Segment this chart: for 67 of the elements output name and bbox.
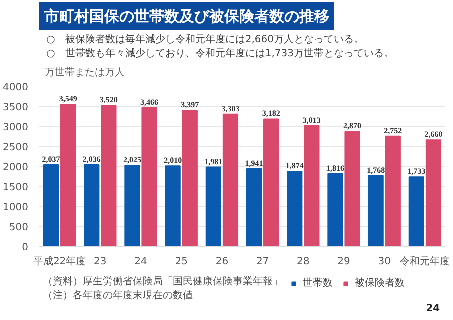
bar xyxy=(206,166,222,246)
data-label: 3,466 xyxy=(140,98,159,107)
legend-label: 世帯数 xyxy=(303,276,333,290)
x-tick-label: 平成22年度 xyxy=(33,256,86,268)
bar xyxy=(304,125,320,246)
y-tick-label: 4000 xyxy=(3,82,29,94)
bar xyxy=(101,105,117,246)
x-tick-label: 30 xyxy=(378,256,391,268)
bar xyxy=(60,104,76,246)
data-label: 2,660 xyxy=(424,130,443,140)
bar xyxy=(287,171,303,246)
x-tick-label: 令和元年度 xyxy=(400,256,450,268)
chart-subtitle: ○ 被保険者数は毎年減少し令和元年度には2,660万人となっている。 ○ 世帯数も年々減少しており、令和元年度には1,733万世帯となっている。 xyxy=(46,34,394,60)
data-label: 1,941 xyxy=(245,158,264,168)
data-label: 2,752 xyxy=(384,126,402,136)
chart-title: 市町村国保の世帯数及び被保険者数の推移 xyxy=(44,8,330,26)
bar xyxy=(246,168,262,246)
data-label: 1,874 xyxy=(286,162,304,171)
data-label: 2,036 xyxy=(82,155,101,164)
x-tick-label: 26 xyxy=(216,256,229,268)
y-tick-label: 1500 xyxy=(3,182,29,194)
bar xyxy=(426,140,442,246)
data-label: 2,010 xyxy=(164,156,182,166)
y-tick-label: 2500 xyxy=(3,142,29,154)
y-tick-label: 500 xyxy=(9,222,29,234)
y-tick-label: 2000 xyxy=(3,162,29,174)
data-label: 2,870 xyxy=(344,122,362,131)
bar xyxy=(344,131,360,246)
y-tick-label: 0 xyxy=(22,242,29,254)
data-label: 1,816 xyxy=(326,164,344,173)
bar xyxy=(43,164,60,246)
data-label: 1,768 xyxy=(367,166,386,175)
text: （資料）厚生労働省保険局「国民健康保険事業年報」 xyxy=(43,276,284,288)
data-label: 2,025 xyxy=(123,156,142,164)
data-label: 1,981 xyxy=(204,157,223,166)
x-tick-label: 23 xyxy=(94,256,107,268)
bar xyxy=(368,175,384,246)
text: （注）各年度の年度末現在の数値 xyxy=(43,290,194,302)
bar xyxy=(84,164,100,246)
bar xyxy=(408,176,424,246)
data-label: 3,013 xyxy=(302,116,321,125)
data-label: 3,397 xyxy=(181,100,200,110)
bar xyxy=(385,136,401,246)
legend-label: 被保険者数 xyxy=(355,276,405,290)
text: 24 xyxy=(426,304,440,314)
bar xyxy=(328,173,344,246)
bar xyxy=(142,107,158,246)
bar xyxy=(222,114,239,246)
x-tick-label: 27 xyxy=(256,256,270,268)
bar xyxy=(124,165,140,246)
y-axis-title: 万世帯または万人 xyxy=(44,66,125,78)
y-tick-label: 1000 xyxy=(3,202,29,214)
data-label: 1,733 xyxy=(408,167,426,176)
bar xyxy=(264,118,280,246)
data-label: 2,037 xyxy=(42,155,60,164)
y-tick-label: 3500 xyxy=(3,102,29,114)
x-tick-label: 25 xyxy=(175,256,188,268)
data-label: 3,520 xyxy=(100,96,118,105)
y-tick-label: 3000 xyxy=(3,122,29,134)
bar xyxy=(165,166,181,246)
data-label: 3,182 xyxy=(262,109,280,118)
x-tick-label: 29 xyxy=(338,256,350,268)
data-label: 3,303 xyxy=(222,104,240,114)
x-tick-label: 28 xyxy=(297,256,310,268)
bar xyxy=(182,110,198,246)
x-tick-label: 24 xyxy=(134,256,148,268)
data-label: 3,549 xyxy=(59,94,78,104)
